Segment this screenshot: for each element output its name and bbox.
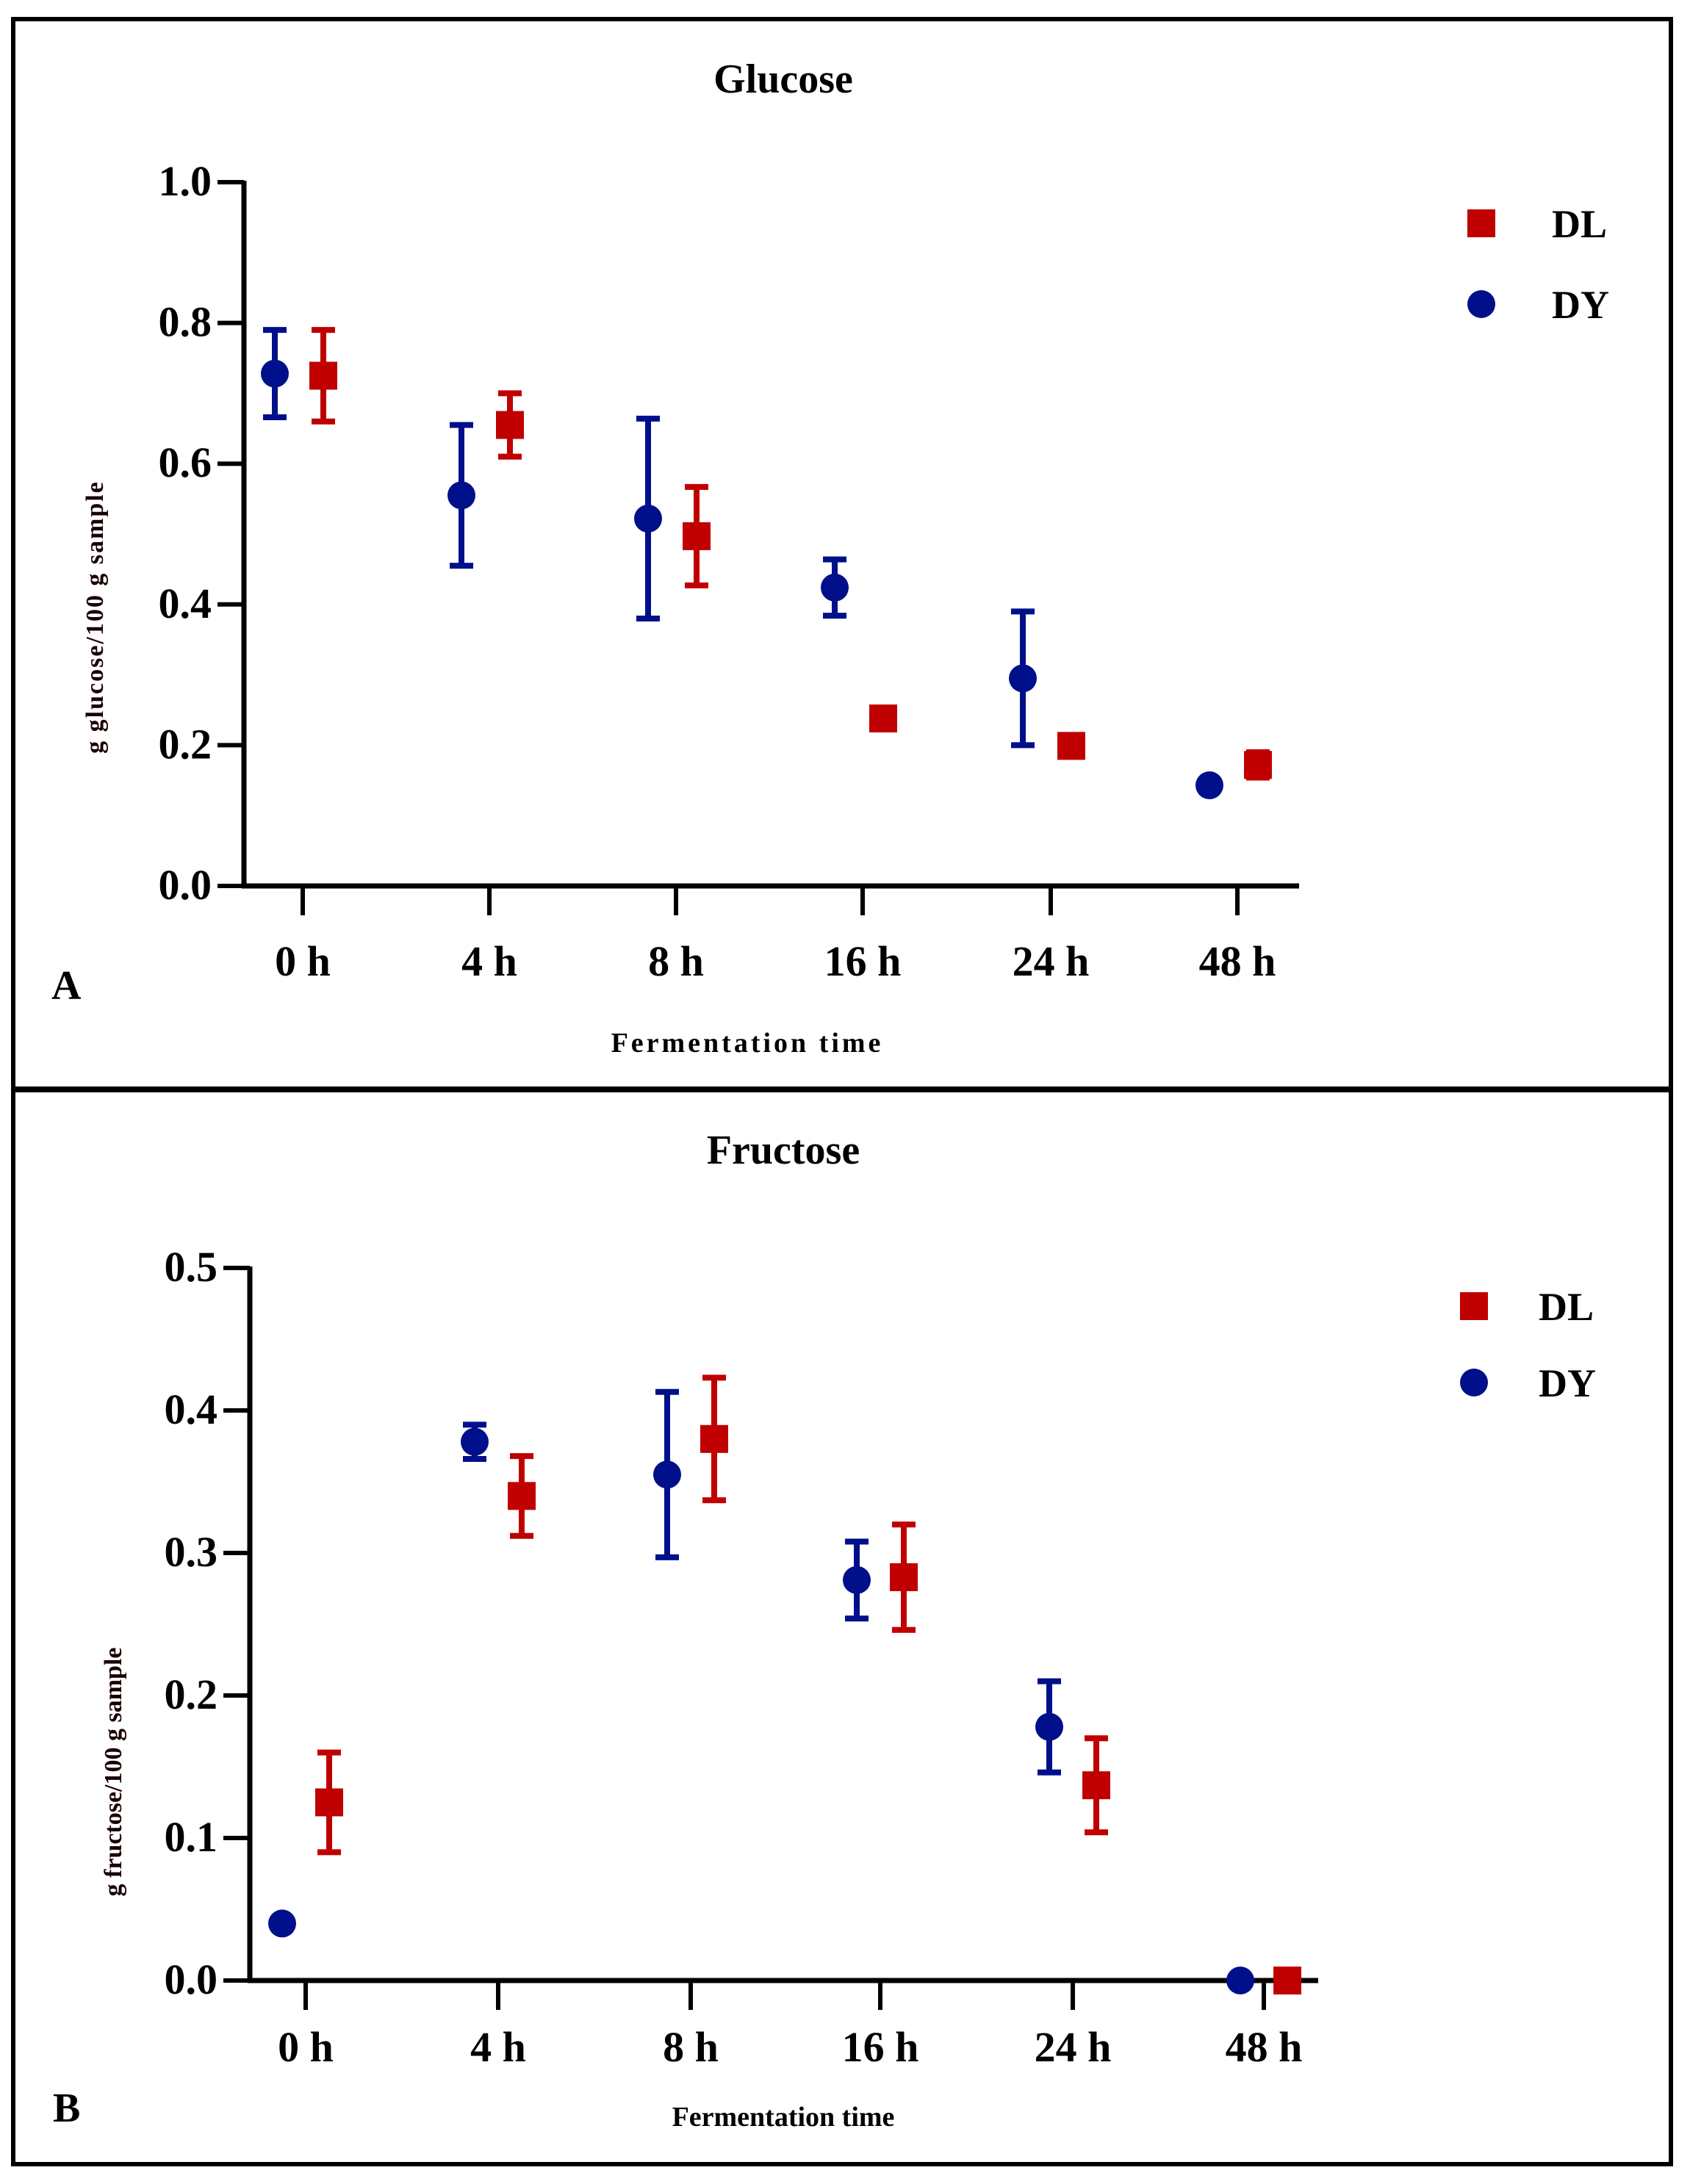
panel-frame xyxy=(11,1088,1673,2166)
data-point-dy xyxy=(261,359,289,388)
legend-marker-dy xyxy=(1460,1369,1488,1396)
x-tick-label: 48 h xyxy=(1199,937,1276,985)
x-tick-label: 8 h xyxy=(663,2023,719,2071)
fructose-panel: Fructose B Fermentation time g fructose/… xyxy=(0,1088,1690,2180)
y-tick-label: 0.1 xyxy=(165,1813,218,1861)
legend-marker-dl xyxy=(1467,209,1495,237)
data-point-dl xyxy=(508,1482,536,1510)
legend-label-dy: DY xyxy=(1552,283,1609,327)
legend-label-dl: DL xyxy=(1552,202,1607,246)
data-point-dy xyxy=(653,1460,681,1489)
data-point-dl xyxy=(1082,1771,1110,1800)
y-tick-label: 0.2 xyxy=(159,720,212,768)
data-point-dl xyxy=(700,1424,728,1453)
data-point-dl xyxy=(683,522,711,550)
y-tick-label: 1.0 xyxy=(159,157,212,205)
data-point-dl xyxy=(890,1563,918,1591)
data-point-dy xyxy=(1009,664,1037,693)
x-tick-label: 48 h xyxy=(1226,2023,1303,2071)
data-point-dl xyxy=(1057,732,1085,760)
y-tick-label: 0.5 xyxy=(165,1243,218,1291)
glucose-chart: Glucose A Fermentation time g glucose/10… xyxy=(11,17,1673,1091)
x-tick-label: 0 h xyxy=(278,2023,334,2071)
panel-label: B xyxy=(53,2086,80,2131)
data-point-dy xyxy=(634,504,662,533)
data-point-dy xyxy=(461,1427,489,1456)
x-tick-label: 4 h xyxy=(470,2023,526,2071)
y-tick-label: 0.8 xyxy=(159,298,212,346)
y-tick-label: 0.4 xyxy=(159,580,212,627)
data-point-dy xyxy=(1195,771,1223,800)
x-tick-label: 24 h xyxy=(1035,2023,1112,2071)
y-tick-label: 0.0 xyxy=(159,861,212,909)
x-axis-label: Fermentation time xyxy=(672,2102,895,2133)
data-point-dy xyxy=(1226,1967,1254,1994)
y-tick-label: 0.6 xyxy=(159,439,212,486)
data-point-dl xyxy=(1244,751,1272,779)
x-tick-label: 4 h xyxy=(461,937,517,985)
x-tick-label: 0 h xyxy=(275,937,331,985)
legend-marker-dy xyxy=(1467,290,1495,318)
y-tick-label: 0.0 xyxy=(165,1956,218,2003)
glucose-panel: Glucose A Fermentation time g glucose/10… xyxy=(0,0,1690,1091)
data-point-dl xyxy=(309,361,337,390)
data-point-dl xyxy=(1273,1967,1301,1994)
x-tick-label: 16 h xyxy=(824,937,902,985)
data-point-dl xyxy=(496,411,524,439)
x-tick-label: 16 h xyxy=(842,2023,919,2071)
legend-marker-dl xyxy=(1460,1292,1488,1320)
y-axis-label: g glucose/100 g sample xyxy=(82,480,109,754)
chart-title: Glucose xyxy=(713,57,853,102)
data-point-dy xyxy=(843,1565,871,1594)
fructose-chart: Fructose B Fermentation time g fructose/… xyxy=(11,1088,1673,2166)
data-point-dy xyxy=(821,573,849,602)
y-tick-label: 0.2 xyxy=(165,1671,218,1718)
panel-label: A xyxy=(51,963,82,1009)
data-point-dy xyxy=(447,481,475,510)
y-tick-label: 0.3 xyxy=(165,1528,218,1576)
legend-label-dy: DY xyxy=(1539,1361,1596,1405)
y-axis-label: g fructose/100 g sample xyxy=(100,1647,127,1896)
data-point-dl xyxy=(869,704,897,732)
data-point-dl xyxy=(315,1788,343,1817)
x-tick-label: 24 h xyxy=(1013,937,1090,985)
data-point-dy xyxy=(268,1909,296,1938)
legend-label-dl: DL xyxy=(1539,1285,1594,1329)
chart-title: Fructose xyxy=(707,1128,860,1173)
x-tick-label: 8 h xyxy=(648,937,704,985)
data-point-dy xyxy=(1035,1712,1063,1741)
x-axis-label: Fermentation time xyxy=(611,1028,884,1059)
panel-frame xyxy=(11,17,1673,1091)
y-tick-label: 0.4 xyxy=(165,1385,218,1433)
